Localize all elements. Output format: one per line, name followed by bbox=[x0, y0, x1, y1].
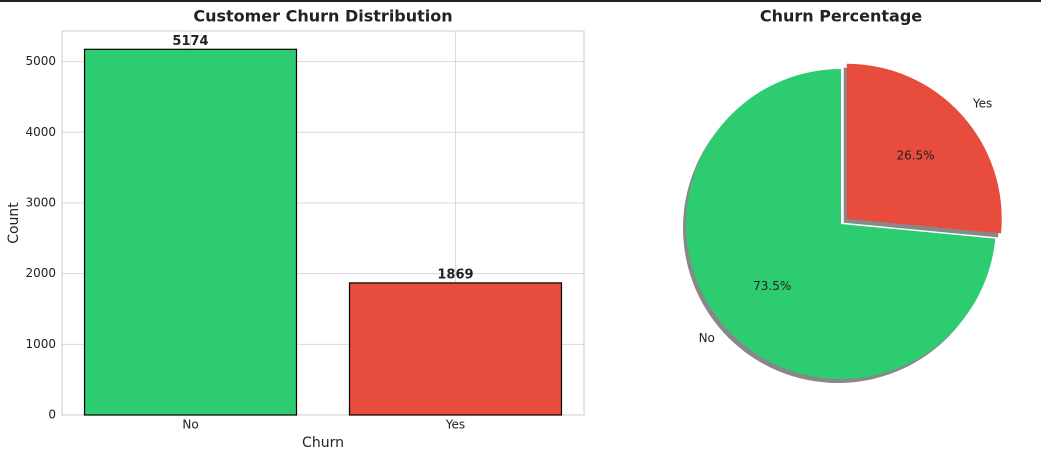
percent-label: 73.5% bbox=[753, 279, 791, 293]
y-tick-label: 4000 bbox=[25, 125, 56, 139]
bar bbox=[83, 48, 298, 416]
plot-frame bbox=[61, 30, 585, 416]
pie-slice bbox=[686, 69, 996, 379]
y-tick-label: 3000 bbox=[25, 195, 56, 209]
x-tick-label: Yes bbox=[445, 418, 465, 432]
y-tick-label: 2000 bbox=[25, 266, 56, 280]
y-tick-label: 0 bbox=[48, 408, 56, 422]
y-axis-title: Count bbox=[6, 202, 22, 244]
y-tick-label: 1000 bbox=[25, 337, 56, 351]
bar bbox=[348, 282, 563, 416]
percent-label: 26.5% bbox=[896, 149, 934, 163]
pie-slice bbox=[846, 63, 1002, 234]
x-axis-title: Churn bbox=[302, 435, 344, 451]
slice-label: No bbox=[699, 331, 715, 345]
x-tick-label: No bbox=[182, 418, 198, 432]
y-tick-label: 5000 bbox=[25, 54, 56, 68]
chart-title: Churn Percentage bbox=[760, 7, 922, 26]
data-label: 1869 bbox=[437, 267, 473, 282]
chart-title: Customer Churn Distribution bbox=[193, 7, 452, 26]
slice-label: Yes bbox=[972, 97, 992, 111]
data-label: 5174 bbox=[172, 34, 208, 49]
